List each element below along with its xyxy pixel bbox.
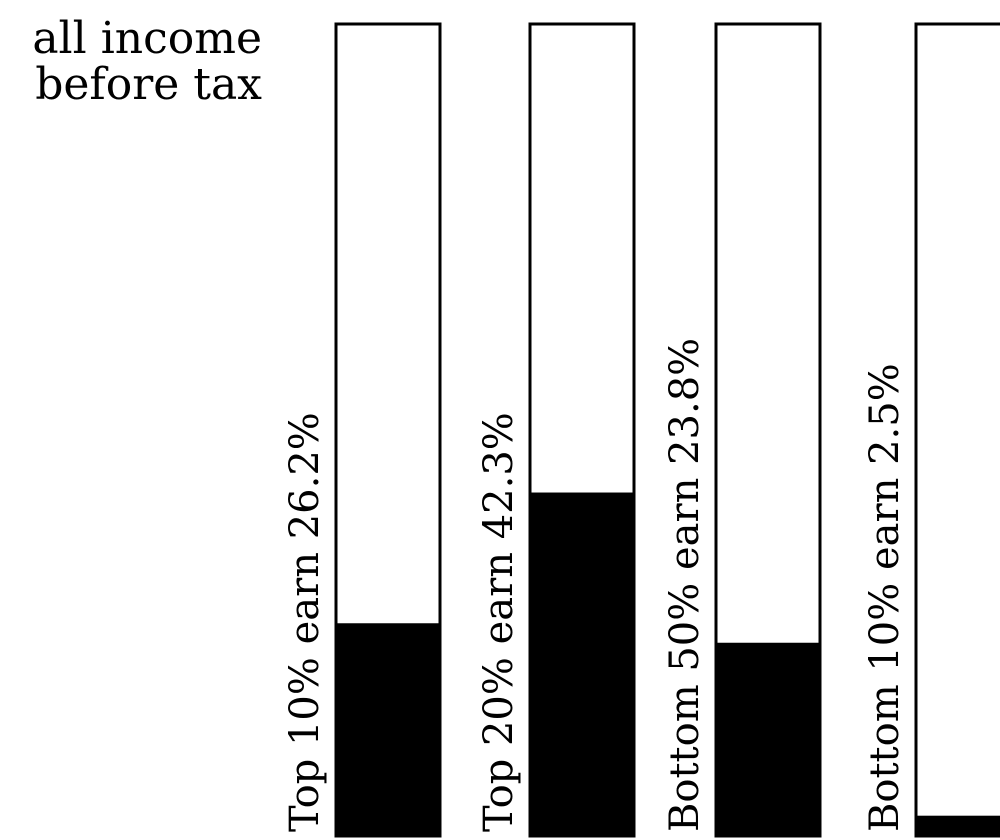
- bar: [916, 815, 1000, 836]
- bar-outline: [914, 22, 1000, 838]
- bar-group-3: Bottom 50% earn 23.8%: [662, 22, 822, 838]
- chart-title-line-2: before tax: [35, 59, 262, 110]
- chart-title-line-1: all income: [32, 13, 262, 64]
- bar-group-4: Bottom 10% earn 2.5%: [862, 22, 1000, 838]
- bar-label: Top 20% earn 42.3%: [476, 412, 522, 832]
- bar: [716, 642, 820, 836]
- bar: [530, 492, 634, 836]
- chart-title: all income before tax: [12, 16, 262, 108]
- bar-label: Bottom 50% earn 23.8%: [662, 338, 708, 832]
- bar-group-1: Top 10% earn 26.2%: [282, 22, 442, 838]
- bar-label: Bottom 10% earn 2.5%: [862, 363, 908, 832]
- bar: [336, 623, 440, 836]
- bar-group-2: Top 20% earn 42.3%: [476, 22, 636, 838]
- bar-label: Top 10% earn 26.2%: [282, 412, 328, 832]
